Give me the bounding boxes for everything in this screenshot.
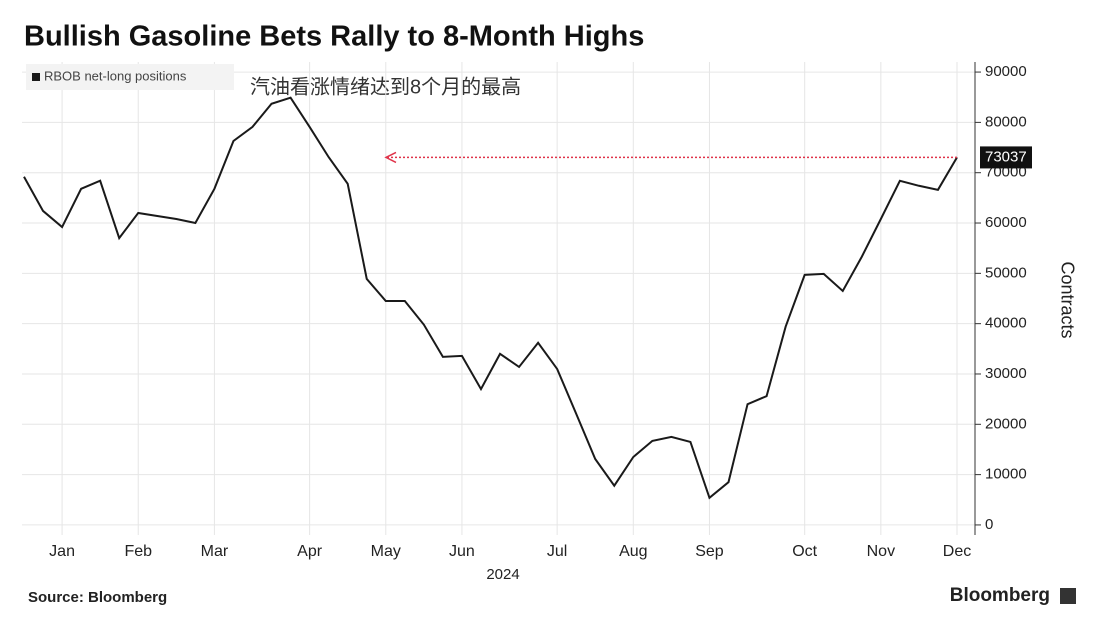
x-tick-label: Oct: [792, 543, 817, 560]
x-axis-label: 2024: [486, 566, 519, 583]
legend-box: [26, 64, 234, 90]
chart-title: Bullish Gasoline Bets Rally to 8-Month H…: [24, 21, 644, 53]
x-tick-label: Dec: [943, 543, 971, 560]
line: [23, 96, 958, 500]
x-tick-label: Nov: [867, 543, 895, 560]
last-value-box: [980, 146, 1032, 169]
source: Source: Bloomberg: [28, 589, 167, 606]
last-value-label: 73037: [985, 148, 1027, 165]
x-tick-label: Jan: [49, 543, 75, 560]
x-tick-label: Aug: [619, 543, 647, 560]
y-tick-label: 50000: [985, 264, 1027, 281]
y-tick-label: 90000: [985, 63, 1027, 80]
brand-icon: [1060, 588, 1076, 604]
x-tick-label: Jun: [449, 543, 475, 560]
x-tick-label: Jul: [547, 543, 567, 560]
y-tick-label: 80000: [985, 113, 1027, 130]
y-tick-label: 20000: [985, 415, 1027, 432]
x-tick-label: Mar: [201, 543, 229, 560]
y-tick-label: 30000: [985, 365, 1027, 382]
arrow-head: [384, 151, 397, 164]
brand: Bloomberg: [950, 585, 1050, 606]
legend-swatch: [32, 73, 40, 81]
y-axis-label: Contracts: [1057, 261, 1077, 338]
x-tick-label: Apr: [297, 543, 323, 560]
x-tick-label: Feb: [124, 543, 152, 560]
x-tick-label: Sep: [695, 543, 724, 560]
legend-label: RBOB net-long positions: [44, 68, 187, 83]
x-tick-label: May: [371, 543, 401, 560]
y-tick-label: 10000: [985, 466, 1027, 483]
y-tick-label: 60000: [985, 214, 1027, 231]
y-tick-label: 40000: [985, 315, 1027, 332]
y-tick-label: 0: [985, 516, 993, 533]
